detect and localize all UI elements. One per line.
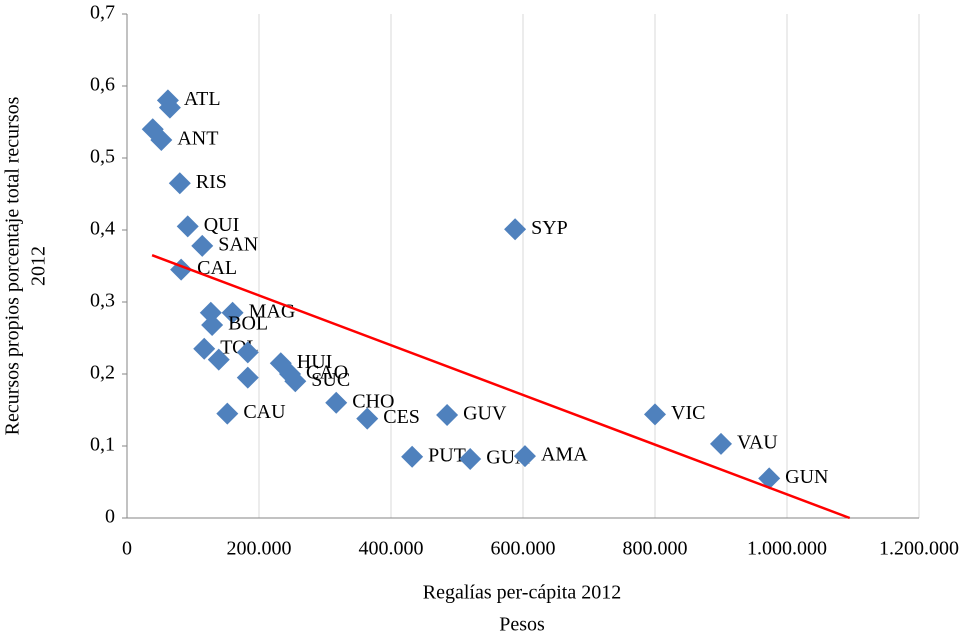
y-tick-label: 0,7 [90,2,115,24]
data-label: GUV [463,403,507,425]
point [221,301,244,324]
x-tick-label: 800.000 [623,538,688,560]
x-tick-label: 1.000.000 [747,538,827,560]
data-label: CAL [197,257,237,279]
data-label: QUI [204,214,240,236]
data-label: RIS [196,171,227,193]
data-label: ANT [177,128,218,150]
data-label: AMA [541,444,588,466]
point [168,172,191,195]
point [401,445,424,468]
point [436,404,459,427]
x-tick-label: 1.200.000 [879,538,959,560]
point [504,218,527,241]
point [193,337,216,360]
y-tick-label: 0,4 [90,218,115,240]
y-tick-label: 0 [105,506,115,528]
y-tick-label: 0,3 [90,290,115,312]
x-axis-title: Regalías per-cápita 2012 [423,582,621,604]
trendline [151,254,851,520]
data-label: SUC [311,369,350,391]
data-label: CHO [352,390,394,412]
data-label: HUI [297,351,333,373]
data-label: CAU [243,401,286,423]
data-label: PUT [428,444,466,466]
point [325,391,348,414]
y-tick-label: 0,2 [90,362,115,384]
point [201,314,224,337]
y-axis-title: 2012 [28,246,50,286]
point [191,234,214,257]
point [150,129,173,151]
point [459,447,482,470]
data-label: BOL [228,313,268,335]
point [176,215,199,238]
data-label: ATL [184,88,221,110]
point [513,445,536,468]
data-label: GUN [785,466,828,488]
point [356,407,379,430]
data-label: VIC [671,402,705,424]
point [216,402,239,425]
point [236,366,259,389]
x-tick-label: 400.000 [359,538,424,560]
point [158,96,181,119]
y-tick-label: 0,5 [90,146,115,168]
point [207,348,230,371]
y-axis-title: Recursos propios porcentaje total recurs… [2,96,24,435]
x-axis-title: Pesos [499,614,545,636]
data-label: CAO [306,362,348,384]
x-tick-label: 0 [122,538,132,560]
data-label: VAU [737,431,778,453]
point [236,341,259,364]
point [758,467,781,490]
y-tick-label: 0,6 [90,74,115,96]
point [644,403,666,426]
data-label: SAN [218,233,258,255]
data-label: CES [383,406,420,428]
point [284,370,307,393]
x-tick-label: 200.000 [227,538,292,560]
x-tick-label: 600.000 [491,538,556,560]
point [710,432,732,455]
data-label: SYP [531,217,568,239]
y-tick-label: 0,1 [90,434,115,456]
